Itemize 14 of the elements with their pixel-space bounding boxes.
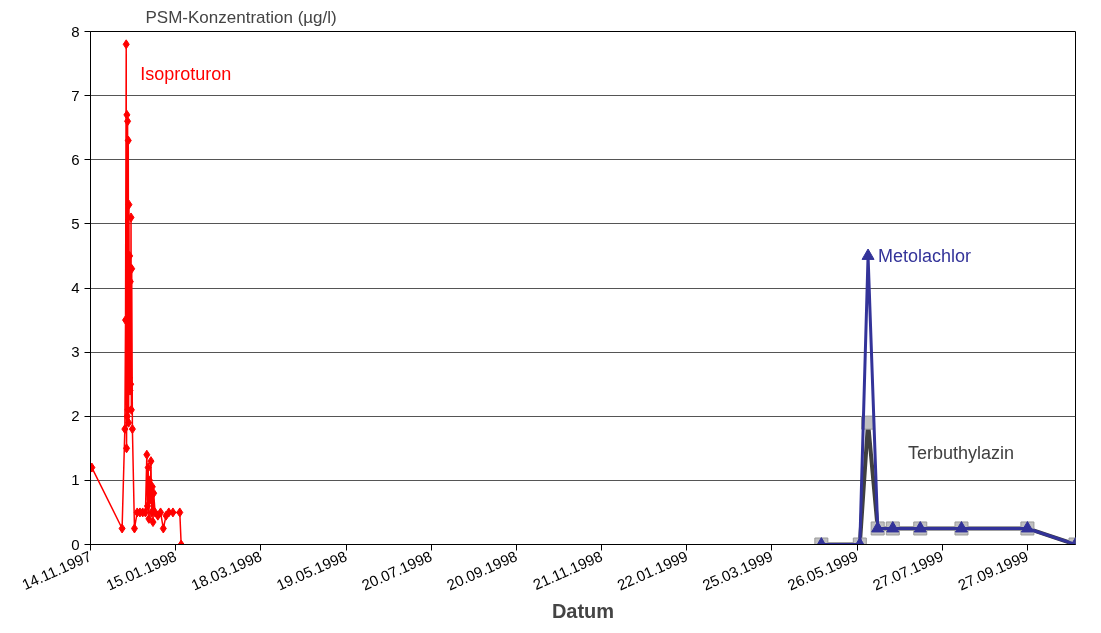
series-label: Isoproturon: [140, 64, 232, 85]
y-tick-label: 6: [71, 150, 80, 168]
y-tick-label: 2: [71, 407, 80, 425]
y-tick-label: 3: [71, 343, 80, 361]
text: Terbuthylazin: [908, 442, 1015, 463]
y-tick-label: 1: [71, 471, 80, 489]
y-tick-label: 0: [71, 535, 80, 553]
series-label: Metolachlor: [878, 245, 972, 266]
y-tick-label: 8: [71, 22, 80, 40]
y-tick-label: 4: [71, 279, 80, 296]
y-axis-title: PSM-Konzentration (µg/l): [145, 7, 337, 27]
y-tick-label: 7: [71, 86, 80, 104]
y-tick-label: 5: [71, 214, 80, 232]
x-axis-title: Datum: [551, 600, 615, 623]
